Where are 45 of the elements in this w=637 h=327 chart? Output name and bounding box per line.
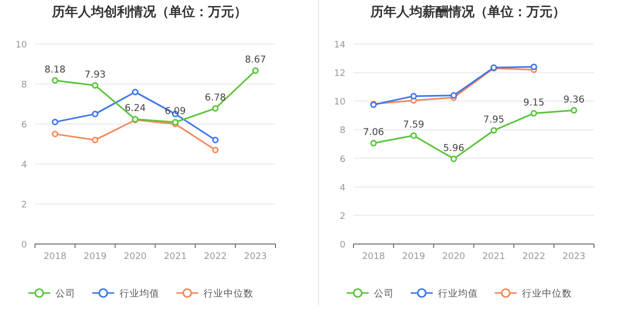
data-label: 7.59 [403, 120, 424, 131]
legend-label: 行业均值 [438, 288, 478, 300]
x-tick-label: 2018 [44, 252, 67, 262]
x-tick-label: 2020 [442, 252, 466, 262]
data-label: 8.18 [44, 64, 66, 76]
data-label: 9.36 [563, 94, 585, 106]
data-label: 6.78 [204, 92, 226, 104]
y-tick-label: 10 [334, 98, 346, 108]
legend-label: 公司 [374, 288, 394, 300]
x-tick-label: 2018 [362, 252, 386, 262]
data-label: 7.95 [483, 114, 504, 126]
legend-label: 行业中位数 [522, 288, 572, 300]
x-tick-label: 2021 [164, 252, 187, 262]
y-tick-label: 8 [21, 80, 28, 90]
x-tick-label: 2023 [244, 252, 267, 262]
y-tick-label: 8 [340, 126, 346, 136]
y-tick-label: 14 [334, 40, 346, 50]
chart-title: 历年人均创利情况（单位：万元） [50, 4, 247, 20]
x-tick-label: 2021 [482, 252, 506, 262]
data-label: 7.06 [362, 127, 384, 138]
y-tick-label: 6 [340, 154, 346, 165]
x-tick-label: 2020 [124, 252, 147, 262]
y-tick-label: 4 [21, 160, 28, 170]
y-tick-label: 12 [334, 69, 346, 80]
y-tick-label: 2 [21, 200, 27, 210]
x-tick-label: 2022 [204, 252, 227, 262]
data-label: 6.24 [124, 103, 146, 114]
legend-label: 行业中位数 [203, 288, 254, 300]
data-label: 5.96 [443, 142, 464, 154]
x-tick-label: 2022 [522, 252, 546, 262]
y-tick-label: 6 [21, 120, 28, 130]
data-label: 8.67 [244, 54, 266, 66]
y-tick-label: 2 [340, 212, 346, 222]
x-tick-label: 2019 [84, 252, 107, 262]
y-tick-label: 4 [340, 183, 346, 194]
y-tick-label: 0 [340, 240, 346, 250]
data-label: 9.15 [523, 97, 544, 108]
y-tick-label: 10 [16, 40, 28, 50]
legend-label: 公司 [55, 288, 76, 300]
x-tick-label: 2019 [402, 252, 426, 262]
y-tick-label: 0 [21, 240, 28, 250]
legend-label: 行业均值 [119, 288, 160, 300]
data-label: 7.93 [84, 69, 106, 80]
chart-title: 历年人均薪酬情况（单位：万元） [369, 4, 566, 20]
x-tick-label: 2023 [562, 252, 586, 262]
